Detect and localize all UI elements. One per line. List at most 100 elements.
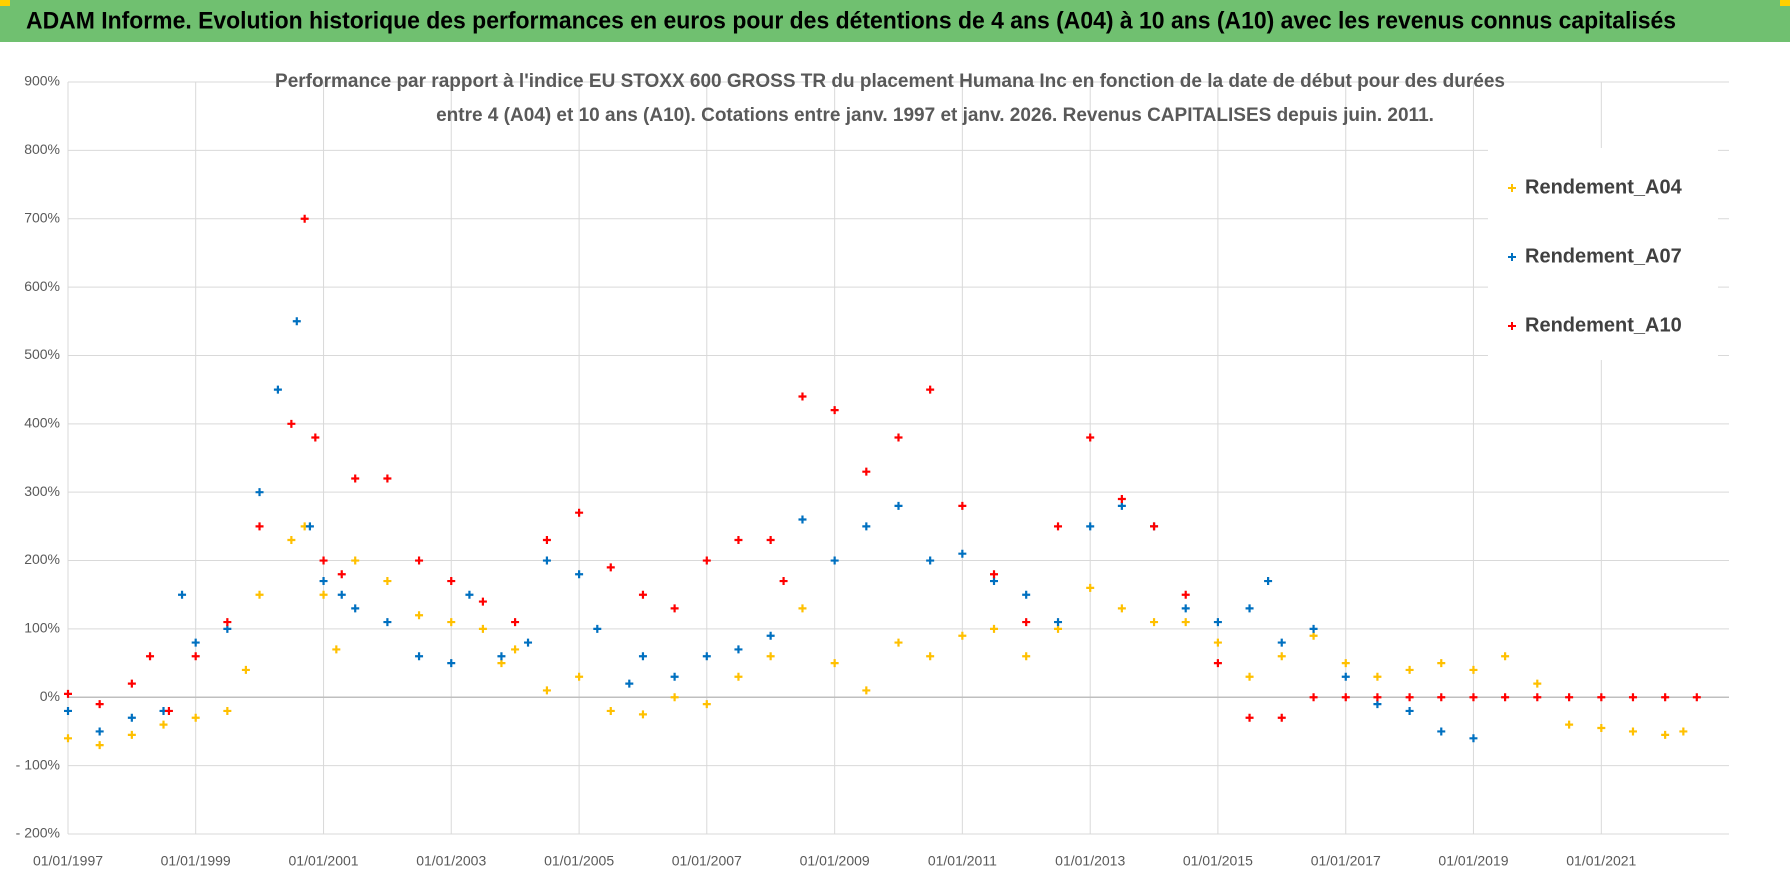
marker — [1437, 727, 1446, 736]
marker — [478, 597, 487, 606]
y-tick-label: 0% — [40, 688, 60, 704]
marker — [1054, 522, 1063, 531]
marker — [255, 590, 264, 599]
x-tick-label: 01/01/2001 — [289, 853, 359, 869]
marker — [1117, 501, 1126, 510]
marker — [1341, 659, 1350, 668]
marker — [465, 590, 474, 599]
marker — [64, 706, 72, 715]
marker — [894, 638, 903, 647]
marker — [798, 604, 807, 613]
marker — [415, 611, 424, 620]
marker — [383, 474, 392, 483]
marker — [542, 536, 551, 545]
corner — [0, 0, 10, 6]
marker — [958, 631, 967, 640]
marker — [319, 577, 328, 586]
y-tick-label: 700% — [24, 209, 60, 225]
marker — [638, 590, 647, 599]
marker — [159, 720, 168, 729]
x-tick-label: 01/01/2019 — [1438, 853, 1508, 869]
chart-title: Performance par rapport à l'indice EU ST… — [275, 71, 1505, 92]
marker — [734, 645, 743, 654]
marker — [1309, 624, 1318, 633]
marker — [593, 624, 602, 633]
marker — [958, 549, 967, 558]
marker — [1373, 672, 1382, 681]
x-tick-label: 01/01/2021 — [1566, 853, 1636, 869]
marker — [223, 624, 232, 633]
marker — [670, 604, 679, 613]
marker — [1117, 495, 1126, 504]
marker — [990, 577, 999, 586]
marker — [223, 706, 232, 715]
marker — [1245, 713, 1254, 722]
marker — [351, 556, 360, 565]
marker — [830, 659, 839, 668]
marker — [337, 590, 346, 599]
y-tick-label: 100% — [24, 620, 60, 636]
marker — [542, 556, 551, 565]
marker — [766, 536, 775, 545]
marker — [311, 433, 320, 442]
legend-marker — [1508, 253, 1516, 261]
marker — [351, 474, 360, 483]
header-bar — [0, 0, 1790, 42]
marker — [702, 700, 711, 709]
marker — [1679, 727, 1688, 736]
marker — [1341, 672, 1350, 681]
marker — [1086, 583, 1095, 592]
marker — [1341, 693, 1350, 702]
legend-box — [1488, 148, 1718, 360]
marker — [1469, 693, 1478, 702]
marker — [1533, 693, 1542, 702]
marker — [1277, 652, 1286, 661]
marker — [990, 624, 999, 633]
marker — [1501, 693, 1510, 702]
marker — [127, 730, 136, 739]
marker — [1117, 604, 1126, 613]
marker — [670, 693, 679, 702]
marker — [497, 652, 506, 661]
legend-marker — [1508, 184, 1516, 192]
marker — [447, 577, 456, 586]
marker — [1264, 577, 1273, 586]
marker — [511, 618, 520, 627]
marker — [1181, 618, 1190, 627]
marker — [1181, 604, 1190, 613]
marker — [798, 515, 807, 524]
marker — [415, 556, 424, 565]
marker — [255, 488, 264, 497]
marker — [734, 536, 743, 545]
marker — [1022, 652, 1031, 661]
marker — [319, 556, 328, 565]
marker — [447, 618, 456, 627]
marker — [606, 563, 615, 572]
marker — [1022, 590, 1031, 599]
marker — [332, 645, 341, 654]
header-title: ADAM Informe. Evolution historique des p… — [26, 7, 1676, 34]
marker — [1373, 693, 1382, 702]
x-tick-label: 01/01/2007 — [672, 853, 742, 869]
marker — [1469, 734, 1478, 743]
marker — [191, 713, 200, 722]
marker — [415, 652, 424, 661]
marker — [1405, 665, 1414, 674]
marker — [830, 556, 839, 565]
marker — [95, 741, 104, 750]
marker — [1277, 638, 1286, 647]
marker — [638, 652, 647, 661]
marker — [1213, 618, 1222, 627]
marker — [191, 652, 200, 661]
marker — [1501, 652, 1510, 661]
marker — [702, 652, 711, 661]
marker — [1628, 693, 1637, 702]
marker — [1309, 631, 1318, 640]
marker — [319, 590, 328, 599]
marker — [273, 385, 282, 394]
marker — [670, 672, 679, 681]
marker — [287, 536, 296, 545]
y-tick-label: 200% — [24, 551, 60, 567]
